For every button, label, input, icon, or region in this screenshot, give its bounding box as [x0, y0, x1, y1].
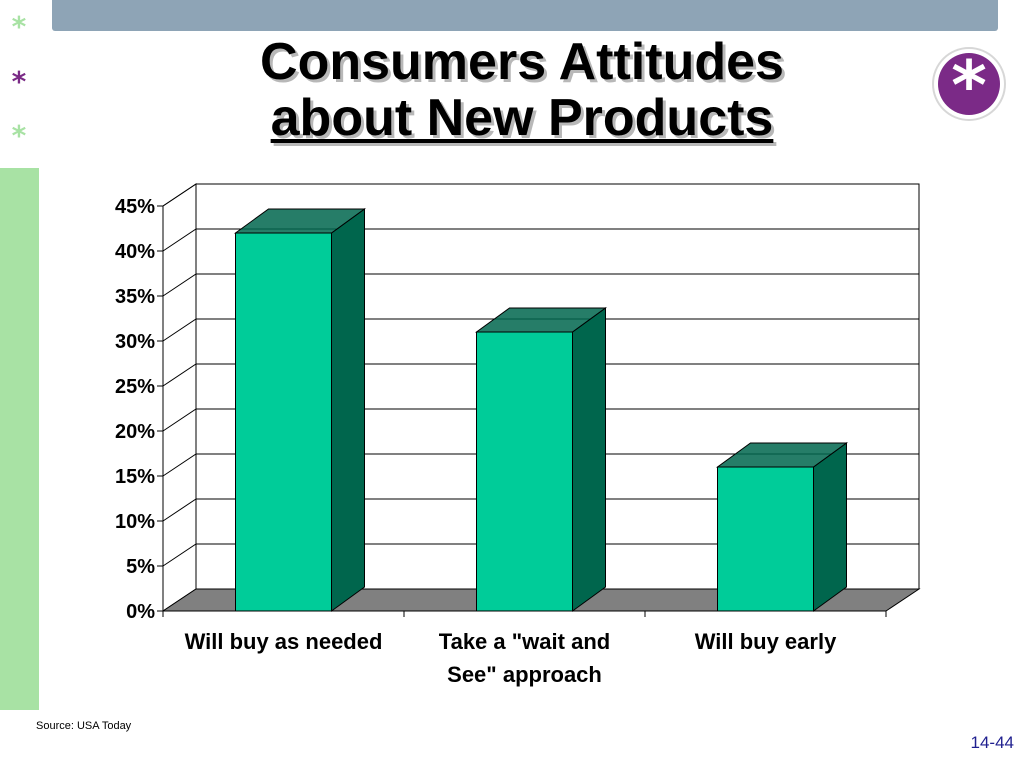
asterisk-icon: *	[951, 47, 987, 126]
y-tick-label: 10%	[115, 511, 155, 533]
gridline	[162, 453, 919, 477]
x-category-label: Will buy as needed	[185, 629, 383, 654]
bar-side-face	[813, 442, 847, 612]
y-tick-label: 15%	[115, 466, 155, 488]
y-tick-label: 5%	[126, 556, 155, 578]
slide-title: Consumers Attitudes about New Products	[150, 34, 894, 146]
bar-side-face	[331, 208, 365, 612]
side-banner	[0, 168, 39, 710]
decor-star-icon: *	[11, 65, 27, 98]
bar-front-face	[717, 466, 814, 612]
gridline	[162, 273, 919, 297]
y-tick-label: 40%	[115, 241, 155, 263]
asterisk-badge-icon: *	[934, 47, 1004, 126]
x-category-label: Will buy early	[695, 629, 837, 654]
title-line-1: Consumers Attitudes	[260, 33, 784, 91]
y-tick-label: 20%	[115, 421, 155, 443]
bar-side-face	[572, 307, 606, 612]
gridline	[162, 498, 919, 522]
gridline	[162, 228, 919, 252]
bar-front-face	[476, 331, 573, 612]
y-tick-label: 30%	[115, 331, 155, 353]
bar-front-face	[235, 232, 332, 612]
gridline	[162, 183, 919, 207]
gridline	[162, 318, 919, 342]
title-line-2: about New Products	[270, 89, 774, 147]
x-category-label: See" approach	[447, 662, 602, 687]
y-tick-label: 35%	[115, 286, 155, 308]
decor-star-icon: *	[11, 119, 27, 152]
page-number: 14-44	[970, 733, 1014, 752]
source-note: Source: USA Today	[36, 720, 132, 732]
x-category-label: Take a "wait and	[439, 629, 610, 654]
gridline	[162, 363, 919, 387]
decor-star-icon: *	[11, 10, 27, 43]
y-tick-label: 0%	[126, 601, 155, 623]
gridline	[162, 408, 919, 432]
y-tick-label: 25%	[115, 376, 155, 398]
top-banner	[52, 0, 998, 31]
gridline	[162, 543, 919, 567]
y-tick-label: 45%	[115, 196, 155, 218]
